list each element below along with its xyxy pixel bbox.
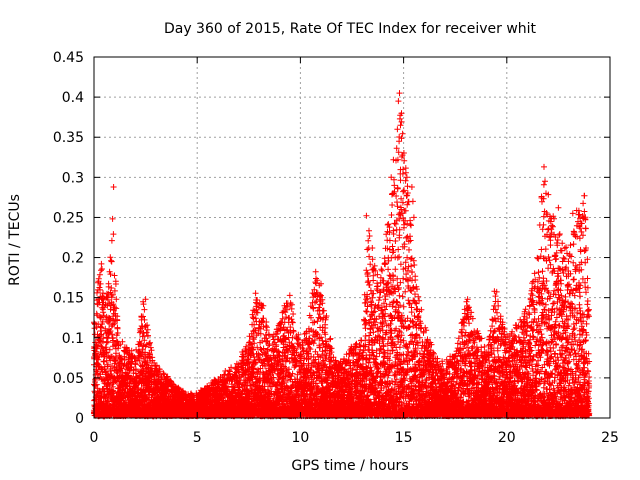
x-tick-label: 5: [193, 430, 202, 446]
y-tick-label: 0.35: [53, 130, 84, 146]
y-tick-label: 0.4: [62, 90, 84, 106]
x-tick-label: 10: [291, 430, 309, 446]
chart-title: Day 360 of 2015, Rate Of TEC Index for r…: [164, 21, 537, 37]
plot-frame: [93, 56, 611, 419]
y-tick-label: 0.3: [62, 170, 84, 186]
x-tick-label: 20: [498, 430, 516, 446]
y-tick-label: 0: [75, 411, 84, 427]
y-axis-label: ROTI / TECUs: [7, 194, 23, 286]
y-tick-label: 0.2: [62, 251, 84, 267]
x-tick-label: 25: [601, 430, 619, 446]
x-tick-label: 15: [395, 430, 413, 446]
y-tick-label: 0.45: [53, 50, 84, 66]
y-tick-label: 0.15: [53, 291, 84, 307]
y-tick-label: 0.05: [53, 371, 84, 387]
x-axis-label: GPS time / hours: [291, 458, 408, 474]
y-tick-label: 0.25: [53, 210, 84, 226]
y-tick-label: 0.1: [62, 331, 84, 347]
x-tick-label: 0: [90, 430, 99, 446]
axis-ticks: 0 5 10 15 20 25 0 0.05 0.1 0.15 0.2 0.25 0.3 0.35 0.4 0…: [53, 50, 619, 446]
